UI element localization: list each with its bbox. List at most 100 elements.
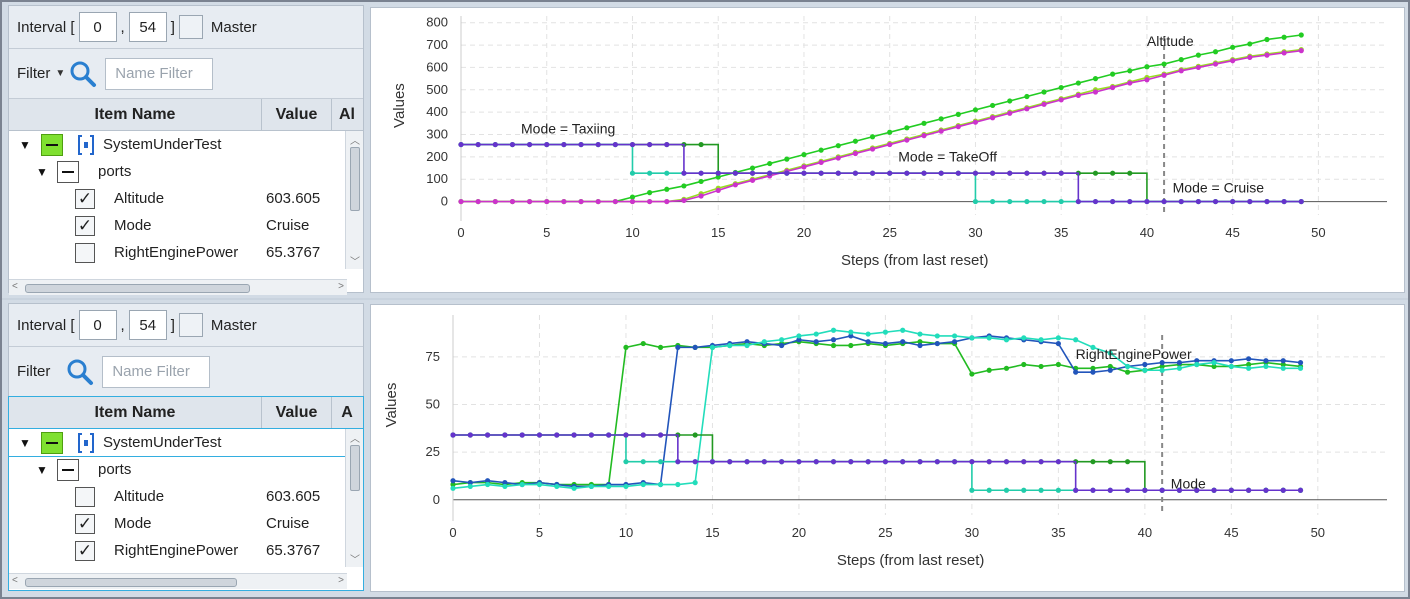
data-point <box>1159 360 1165 366</box>
scroll-thumb[interactable] <box>25 284 250 293</box>
data-point <box>647 190 653 196</box>
signal-checkbox[interactable]: ✓ <box>75 540 95 561</box>
data-point <box>1055 335 1061 341</box>
y-tick-label: 400 <box>426 104 448 119</box>
data-point <box>818 147 824 153</box>
tri-state-checkbox[interactable] <box>57 160 79 183</box>
data-point <box>951 339 958 345</box>
chart-annotation: Mode = Taxiing <box>521 120 615 136</box>
signal-checkbox[interactable]: ✓ <box>75 215 95 236</box>
signal-checkbox[interactable] <box>75 242 95 263</box>
scroll-down-icon[interactable]: ﹀ <box>350 257 360 268</box>
data-point <box>1007 198 1013 205</box>
master-checkbox[interactable] <box>178 15 203 39</box>
signal-checkbox[interactable] <box>75 486 95 507</box>
collapse-arrow-icon[interactable]: ▼ <box>19 435 31 450</box>
tree-row-altitude[interactable]: ✓ Altitude 603.605 <box>9 185 363 212</box>
interval-end-input[interactable]: 54 <box>128 12 167 42</box>
column-header-item-name[interactable]: Item Name <box>9 397 262 428</box>
column-header-al[interactable]: A <box>341 403 353 421</box>
data-point <box>1003 487 1010 493</box>
interval-start-input[interactable]: 0 <box>78 310 117 340</box>
interval-end-input[interactable]: 54 <box>128 310 167 340</box>
scroll-right-icon[interactable]: > <box>338 575 344 586</box>
plot-panel-2: Interval [ 0 , 54 ] Master Filter Name F… <box>2 300 1408 597</box>
tree-row-mode[interactable]: ✓ Mode Cruise <box>9 510 363 537</box>
data-point <box>1144 64 1150 70</box>
chart-area-2[interactable]: 0 5 10 15 20 25 30 35 40 45 50 0 25 50 75 RightEnginePo… <box>370 304 1405 592</box>
data-point <box>623 483 629 490</box>
name-filter-input[interactable]: Name Filter <box>105 57 214 90</box>
signal-value: Cruise <box>266 217 310 234</box>
tree-item-label: ports <box>98 461 132 478</box>
collapse-arrow-icon[interactable]: ▼ <box>19 137 31 152</box>
chart-area-1[interactable]: 0 5 10 15 20 25 30 35 40 45 50 0 100 200 300 400 500 600 7… <box>370 7 1405 293</box>
data-point <box>732 182 738 188</box>
x-tick-label: 30 <box>968 225 982 240</box>
tri-state-checkbox[interactable] <box>41 431 63 454</box>
search-icon[interactable] <box>69 60 97 88</box>
data-point <box>917 342 923 349</box>
filter-dropdown-icon[interactable]: ▼ <box>55 68 66 79</box>
filter-label[interactable]: Filter <box>17 363 51 380</box>
horizontal-scrollbar[interactable]: < > <box>9 573 347 589</box>
data-point <box>1246 356 1252 362</box>
column-header-item-name[interactable]: Item Name <box>9 99 262 130</box>
tree-row-ports[interactable]: ▼ ports <box>9 158 363 185</box>
collapse-arrow-icon[interactable]: ▼ <box>36 164 48 179</box>
data-point <box>1021 459 1027 465</box>
tree-row-rightenginepower[interactable]: RightEnginePower 65.3767 <box>9 239 363 266</box>
tree-row-system[interactable]: ▼ SystemUnderTest <box>8 428 364 457</box>
data-point <box>692 344 698 350</box>
vertical-scrollbar[interactable]: ︿ ﹀ <box>345 429 363 567</box>
scroll-thumb[interactable] <box>350 147 360 211</box>
scroll-thumb[interactable] <box>350 445 360 491</box>
chart-annotation: Altitude <box>1147 33 1194 49</box>
data-point <box>1159 367 1165 373</box>
tri-state-checkbox[interactable] <box>57 458 79 481</box>
data-point <box>450 485 456 491</box>
tree-row-ports[interactable]: ▼ ports <box>9 456 363 483</box>
tree-item-label: RightEnginePower <box>114 244 239 261</box>
data-point <box>904 125 910 131</box>
line-chart-1[interactable]: 0 5 10 15 20 25 30 35 40 45 5001002003004005006007… <box>371 8 1404 292</box>
filter-label[interactable]: Filter <box>17 65 51 82</box>
signal-checkbox[interactable]: ✓ <box>75 188 95 209</box>
data-point <box>571 485 577 491</box>
scroll-up-icon[interactable]: ︿ <box>350 434 360 445</box>
interval-start-input[interactable]: 0 <box>78 12 117 42</box>
scroll-up-icon[interactable]: ︿ <box>350 136 360 147</box>
data-point <box>623 344 629 350</box>
signal-checkbox[interactable]: ✓ <box>75 513 95 534</box>
scroll-down-icon[interactable]: ﹀ <box>350 555 360 566</box>
y-tick-label: 0 <box>433 492 440 507</box>
scroll-thumb[interactable] <box>25 578 237 587</box>
data-point <box>554 483 560 490</box>
collapse-arrow-icon[interactable]: ▼ <box>36 462 48 477</box>
column-header-al[interactable]: Al <box>339 105 355 123</box>
line-chart-2[interactable]: 0 5 10 15 20 25 30 35 40 45 50 0 25 50 75 RightEnginePo… <box>371 305 1404 591</box>
name-filter-input[interactable]: Name Filter <box>102 355 211 388</box>
tree-row-rightenginepower[interactable]: ✓ RightEnginePower 65.3767 <box>9 537 363 564</box>
master-checkbox[interactable] <box>178 313 203 337</box>
tri-state-checkbox[interactable] <box>41 133 63 156</box>
column-header-value[interactable]: Value <box>262 99 332 130</box>
horizontal-scrollbar[interactable]: < > <box>9 279 347 295</box>
x-tick-label: 40 <box>1138 525 1152 540</box>
x-tick-label: 15 <box>705 525 719 540</box>
column-header-value[interactable]: Value <box>262 397 332 428</box>
data-point <box>647 170 653 176</box>
search-icon[interactable] <box>66 358 94 386</box>
vertical-scrollbar[interactable]: ︿ ﹀ <box>345 131 363 269</box>
tree-row-mode[interactable]: ✓ Mode Cruise <box>9 212 363 239</box>
tree-row-altitude[interactable]: Altitude 603.605 <box>9 483 363 510</box>
data-point <box>1159 363 1165 370</box>
data-point <box>1041 198 1047 205</box>
data-point <box>865 339 871 345</box>
tree-row-system[interactable]: ▼ SystemUnderTest <box>9 131 363 158</box>
scroll-left-icon[interactable]: < <box>12 575 18 586</box>
scroll-right-icon[interactable]: > <box>338 281 344 292</box>
scroll-left-icon[interactable]: < <box>12 281 18 292</box>
data-point <box>1090 365 1096 371</box>
tree-item-label: RightEnginePower <box>114 542 239 559</box>
